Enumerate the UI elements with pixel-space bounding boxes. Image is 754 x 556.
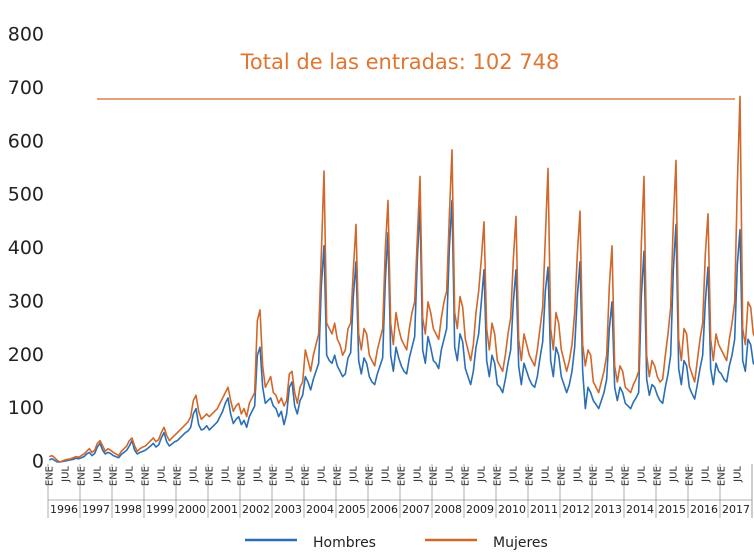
x-tick-label: JUL bbox=[508, 466, 519, 483]
year-label: 2013 bbox=[594, 503, 622, 516]
x-tick-label: JUL bbox=[124, 466, 135, 483]
x-tick-label: ENE bbox=[140, 466, 151, 486]
year-label: 2001 bbox=[210, 503, 238, 516]
y-tick-label: 800 bbox=[8, 24, 44, 46]
year-label: 2006 bbox=[370, 503, 398, 516]
x-tick-label: JUL bbox=[316, 466, 327, 483]
x-tick-label: ENE bbox=[268, 466, 279, 486]
year-label: 2014 bbox=[626, 503, 654, 516]
year-label: 2000 bbox=[178, 503, 206, 516]
x-tick-label: JUL bbox=[348, 466, 359, 483]
x-tick-label: ENE bbox=[236, 466, 247, 486]
series-line bbox=[49, 199, 754, 463]
year-label: 1998 bbox=[114, 503, 142, 516]
year-label: 2007 bbox=[402, 503, 430, 516]
year-label: 1997 bbox=[82, 503, 110, 516]
y-tick-label: 300 bbox=[8, 290, 44, 312]
year-label: 2011 bbox=[530, 503, 558, 516]
x-tick-label: ENE bbox=[108, 466, 119, 486]
year-label: 2012 bbox=[562, 503, 590, 516]
x-tick-label: JUL bbox=[284, 466, 295, 483]
year-label: 2002 bbox=[242, 503, 270, 516]
year-label: 2010 bbox=[498, 503, 526, 516]
x-tick-label: ENE bbox=[684, 466, 695, 486]
x-tick-label: ENE bbox=[652, 466, 663, 486]
x-tick-label: ENE bbox=[620, 466, 631, 486]
y-tick-label: 500 bbox=[8, 184, 44, 206]
x-tick-label: JUL bbox=[220, 466, 231, 483]
x-tick-label: ENE bbox=[428, 466, 439, 486]
x-tick-label: ENE bbox=[396, 466, 407, 486]
year-label: 2005 bbox=[338, 503, 366, 516]
x-tick-label: JUL bbox=[156, 466, 167, 483]
x-tick-label: JUL bbox=[636, 466, 647, 483]
year-label: 2003 bbox=[274, 503, 302, 516]
x-tick-label: ENE bbox=[716, 466, 727, 486]
x-tick-label: ENE bbox=[44, 466, 55, 486]
x-tick-label: ENE bbox=[524, 466, 535, 486]
x-tick-label: ENE bbox=[204, 466, 215, 486]
year-label: 2004 bbox=[306, 503, 334, 516]
year-label: 2009 bbox=[466, 503, 494, 516]
y-tick-label: 0 bbox=[32, 451, 44, 473]
y-tick-label: 200 bbox=[8, 344, 44, 366]
x-tick-label: ENE bbox=[460, 466, 471, 486]
x-tick-label: ENE bbox=[332, 466, 343, 486]
y-tick-label: 400 bbox=[8, 237, 44, 259]
y-tick-label: 600 bbox=[8, 130, 44, 152]
year-label: 2015 bbox=[658, 503, 686, 516]
x-tick-label: JUL bbox=[476, 466, 487, 483]
year-label: 2008 bbox=[434, 503, 462, 516]
year-label: 1996 bbox=[50, 503, 78, 516]
x-tick-label: JUL bbox=[700, 466, 711, 483]
legend-label: Hombres bbox=[313, 535, 376, 551]
x-tick-label: JUL bbox=[92, 466, 103, 483]
x-tick-label: JUL bbox=[540, 466, 551, 483]
series-line bbox=[49, 95, 754, 463]
x-tick-label: JUL bbox=[604, 466, 615, 483]
y-tick-label: 700 bbox=[8, 77, 44, 99]
legend-label: Mujeres bbox=[493, 535, 548, 551]
x-tick-label: ENE bbox=[364, 466, 375, 486]
y-tick-label: 100 bbox=[8, 397, 44, 419]
x-tick-label: JUL bbox=[60, 466, 71, 483]
x-tick-label: JUL bbox=[380, 466, 391, 483]
x-tick-label: ENE bbox=[76, 466, 87, 486]
x-tick-label: ENE bbox=[588, 466, 599, 486]
year-label: 1999 bbox=[146, 503, 174, 516]
chart-title: Total de las entradas: 102 748 bbox=[240, 50, 560, 74]
x-tick-label: JUL bbox=[572, 466, 583, 483]
x-tick-label: JUL bbox=[412, 466, 423, 483]
x-tick-label: JUL bbox=[252, 466, 263, 483]
x-tick-label: JUL bbox=[668, 466, 679, 483]
x-tick-label: ENE bbox=[492, 466, 503, 486]
x-tick-label: ENE bbox=[172, 466, 183, 486]
x-tick-label: JUL bbox=[732, 466, 743, 483]
x-tick-label: ENE bbox=[556, 466, 567, 486]
year-label: 2017 bbox=[722, 503, 750, 516]
x-tick-label: JUL bbox=[188, 466, 199, 483]
x-tick-label: JUL bbox=[444, 466, 455, 483]
year-label: 2016 bbox=[690, 503, 718, 516]
x-tick-label: ENE bbox=[300, 466, 311, 486]
